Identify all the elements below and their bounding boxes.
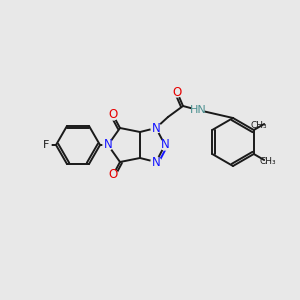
Text: N: N [152,122,160,134]
Text: N: N [160,139,169,152]
Text: F: F [43,140,49,150]
Circle shape [160,140,170,150]
Text: HN: HN [190,105,206,115]
Circle shape [151,157,161,167]
Circle shape [41,140,51,150]
Text: CH₃: CH₃ [260,157,277,166]
Text: N: N [103,139,112,152]
Circle shape [108,170,118,180]
Text: O: O [108,109,118,122]
Circle shape [192,104,204,116]
Text: N: N [152,155,160,169]
Text: O: O [172,85,182,98]
Text: CH₃: CH₃ [251,121,268,130]
Text: O: O [108,169,118,182]
Text: F: F [43,140,49,150]
Circle shape [108,110,118,120]
Circle shape [151,123,161,133]
Circle shape [103,140,113,150]
Circle shape [172,87,182,97]
